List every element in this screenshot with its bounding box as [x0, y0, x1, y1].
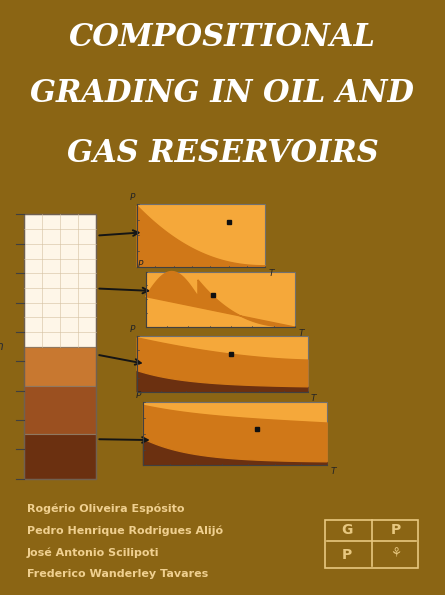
Polygon shape: [146, 271, 295, 327]
Text: h: h: [0, 340, 3, 353]
Text: T: T: [330, 468, 336, 477]
Polygon shape: [137, 206, 265, 267]
Polygon shape: [137, 371, 308, 392]
Text: Rogério Oliveira Espósito: Rogério Oliveira Espósito: [27, 503, 184, 514]
Bar: [137, 204, 265, 267]
Text: T: T: [311, 394, 316, 403]
Text: P: P: [129, 193, 135, 202]
Text: ⚘: ⚘: [390, 547, 402, 560]
Text: Frederico Wanderley Tavares: Frederico Wanderley Tavares: [27, 569, 208, 579]
Bar: [137, 336, 308, 392]
Text: José Antonio Scilipoti: José Antonio Scilipoti: [27, 547, 159, 558]
Text: P: P: [138, 261, 143, 270]
Text: G: G: [341, 524, 353, 537]
Text: GRADING IN OIL AND: GRADING IN OIL AND: [31, 78, 414, 109]
Bar: [24, 386, 97, 434]
Bar: [24, 347, 97, 386]
Text: GAS RESERVOIRS: GAS RESERVOIRS: [67, 138, 378, 169]
Bar: [146, 271, 295, 327]
Polygon shape: [143, 405, 327, 462]
Text: T: T: [298, 329, 303, 338]
Text: T: T: [268, 269, 274, 278]
Bar: [24, 434, 97, 479]
Bar: [24, 214, 97, 347]
Polygon shape: [143, 439, 327, 465]
Text: P: P: [136, 391, 142, 400]
Text: P: P: [129, 325, 135, 334]
Text: P: P: [342, 549, 352, 562]
Polygon shape: [137, 338, 308, 387]
Bar: [143, 402, 327, 465]
Bar: [24, 214, 97, 479]
Text: P: P: [391, 524, 401, 537]
Text: Pedro Henrique Rodrigues Alijó: Pedro Henrique Rodrigues Alijó: [27, 525, 223, 536]
Text: COMPOSITIONAL: COMPOSITIONAL: [69, 22, 376, 53]
